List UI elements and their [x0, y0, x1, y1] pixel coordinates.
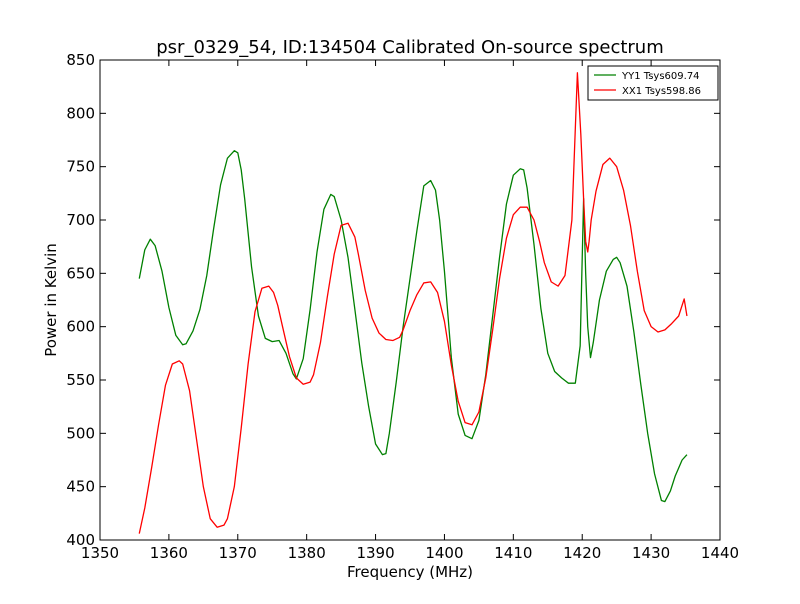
y-tick-label: 400 — [66, 531, 95, 549]
y-tick-label: 750 — [66, 158, 95, 176]
y-tick-label: 850 — [66, 51, 95, 69]
y-tick-label: 700 — [66, 211, 95, 229]
x-tick-label: 1440 — [701, 544, 739, 562]
chart-title: psr_0329_54, ID:134504 Calibrated On-sou… — [156, 37, 664, 58]
y-tick-label: 500 — [66, 424, 95, 442]
legend-box — [587, 65, 719, 101]
x-tick-label: 1420 — [563, 544, 601, 562]
x-tick-label: 1430 — [632, 544, 670, 562]
y-tick-label: 650 — [66, 264, 95, 282]
x-tick-label: 1350 — [81, 544, 119, 562]
series-line-2 — [138, 72, 688, 534]
y-tick-label: 600 — [66, 318, 95, 336]
y-tick-label: 450 — [66, 478, 95, 496]
x-tick-label: 1400 — [425, 544, 463, 562]
x-tick-label: 1380 — [288, 544, 326, 562]
x-tick-label: 1370 — [219, 544, 257, 562]
plot-area-frame — [99, 59, 721, 541]
x-tick-label: 1410 — [494, 544, 532, 562]
y-axis-label: Power in Kelvin — [42, 243, 60, 357]
legend-label-2: XX1 Tsys598.86 — [622, 86, 701, 97]
x-axis-label: Frequency (MHz) — [347, 563, 473, 581]
legend-label-1: YY1 Tsys609.74 — [621, 71, 700, 82]
x-tick-label: 1360 — [150, 544, 188, 562]
series-line-1 — [138, 150, 688, 503]
x-tick-label: 1390 — [356, 544, 394, 562]
y-tick-label: 550 — [66, 371, 95, 389]
legend: YY1 Tsys609.74 XX1 Tsys598.86 — [587, 65, 719, 101]
y-tick-label: 800 — [66, 104, 95, 122]
